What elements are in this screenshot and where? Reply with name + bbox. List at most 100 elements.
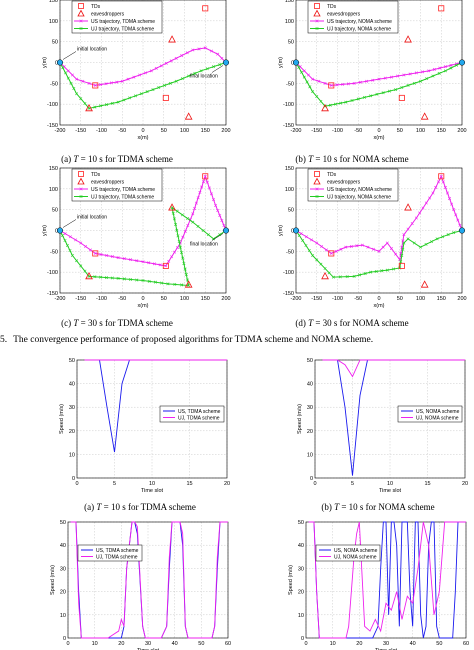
legend-box	[315, 544, 381, 562]
uj-trajectory-point	[175, 228, 179, 232]
y-tick-label: 30	[298, 566, 304, 572]
y-tick-label: 150	[285, 166, 294, 172]
us-trajectory-point	[358, 80, 362, 84]
us-trajectory-point	[185, 51, 189, 55]
uj-trajectory-point	[178, 245, 182, 249]
legend-marker-icon	[315, 26, 319, 31]
uj-trajectory-point	[134, 94, 138, 98]
uj-trajectory-point	[406, 237, 410, 241]
uj-trajectory-point	[116, 276, 120, 280]
us-trajectory-point	[402, 233, 406, 237]
y-tick-label: 100	[49, 19, 58, 25]
x-tick-label: 10	[387, 481, 393, 487]
uj-trajectory-point	[401, 247, 405, 251]
x-tick-label: 150	[437, 296, 446, 302]
uj-trajectory-point	[311, 90, 315, 94]
uj-trajectory-point	[177, 239, 181, 244]
final-location-label: final location	[190, 242, 218, 248]
us-trajectory-point	[306, 73, 310, 77]
x-axis-label: x(m)	[138, 135, 149, 141]
us-trajectory-point	[396, 74, 400, 78]
y-tick-label: -100	[283, 270, 294, 276]
us-trajectory-point	[87, 81, 91, 85]
figure-caption: 5. The convergence performance of propose…	[0, 334, 373, 345]
us-trajectory-point	[421, 70, 425, 74]
uj-trajectory-point	[157, 85, 161, 90]
us-trajectory-point	[201, 180, 205, 184]
y-tick-label: 0	[63, 636, 66, 642]
us-trajectory-point	[183, 229, 187, 233]
us-trajectory-point	[132, 75, 136, 79]
us-trajectory-point	[149, 69, 153, 73]
us-trajectory-point	[200, 185, 204, 189]
us-speed-line	[308, 521, 466, 639]
final-location-marker	[458, 59, 466, 66]
legend-label: eavesdroppers	[91, 12, 125, 18]
y-tick-label: 0	[291, 61, 294, 67]
us-trajectory-point	[164, 264, 168, 268]
us-trajectory-point	[68, 235, 72, 239]
us-trajectory-point	[320, 244, 324, 248]
us-trajectory-point	[159, 64, 163, 68]
us-trajectory-point	[209, 49, 213, 53]
uj-trajectory-point	[193, 71, 197, 75]
y-tick-label: 20	[307, 429, 313, 435]
legend-box	[307, 168, 399, 202]
y-tick-label: 40	[298, 543, 304, 549]
uj-trajectory-point	[171, 211, 175, 215]
uj-trajectory-point	[175, 209, 179, 213]
legend-marker-icon	[79, 26, 83, 31]
uj-trajectory-point	[305, 80, 309, 84]
us-trajectory-point	[389, 75, 393, 79]
us-trajectory-point	[443, 185, 447, 189]
legend-eavesdropper-icon	[313, 9, 321, 17]
us-trajectory-point	[135, 259, 139, 263]
uj-trajectory-point	[176, 234, 180, 238]
us-trajectory-point	[174, 56, 178, 60]
traj-panel-c: -200 -150 -100 -50 0 50 100 150 200-150-100-5005…	[42, 166, 231, 309]
us-trajectory-point	[164, 61, 168, 65]
td-marker	[162, 94, 169, 101]
uj-trajectory-point	[199, 69, 203, 73]
legend-eavesdropper-icon	[77, 177, 85, 185]
us-trajectory-point	[93, 83, 97, 87]
uj-trajectory-point	[163, 83, 167, 87]
legend-label: UJ trajectory, TDMA scheme	[91, 27, 154, 33]
us-trajectory-point	[129, 258, 133, 262]
x-tick-label: 0	[66, 641, 69, 647]
y-tick-label: 10	[298, 613, 304, 619]
final-location-marker	[222, 227, 230, 234]
uj-trajectory-point	[173, 282, 177, 286]
y-tick-label: 50	[52, 208, 58, 214]
uj-trajectory-point	[350, 99, 354, 103]
uj-trajectory-point	[172, 217, 176, 221]
uj-trajectory-point	[145, 90, 149, 94]
y-tick-label: 50	[307, 358, 313, 364]
x-tick-label: 5	[113, 481, 116, 487]
y-tick-label: -50	[286, 81, 294, 87]
x-tick-label: 0	[304, 641, 307, 647]
legend-label: UJ trajectory, NOMA scheme	[327, 195, 391, 201]
us-trajectory-point	[377, 249, 381, 253]
y-axis-label: y(m)	[42, 225, 48, 236]
uj-trajectory-point	[180, 283, 184, 287]
us-trajectory-point	[371, 78, 375, 82]
y-axis-label: Speed (m/s)	[50, 565, 56, 595]
initial-location-arrow	[62, 219, 77, 228]
us-trajectory-point	[110, 255, 114, 259]
uj-trajectory-point	[358, 273, 362, 277]
us-trajectory-point	[154, 66, 158, 70]
x-axis-label: Time slot	[141, 488, 164, 494]
us-trajectory-point	[109, 81, 113, 85]
uj-trajectory-point	[174, 223, 178, 227]
us-trajectory-point	[310, 238, 314, 242]
x-tick-label: 100	[180, 128, 189, 134]
us-trajectory-point	[381, 245, 385, 249]
uj-trajectory-point	[182, 262, 186, 266]
x-tick-label: -150	[311, 296, 322, 302]
eavesdropper-marker	[168, 203, 176, 211]
x-tick-label: 40	[410, 641, 416, 647]
us-trajectory-point	[147, 261, 151, 265]
us-trajectory-point	[218, 213, 222, 218]
us-trajectory-point	[441, 180, 445, 184]
